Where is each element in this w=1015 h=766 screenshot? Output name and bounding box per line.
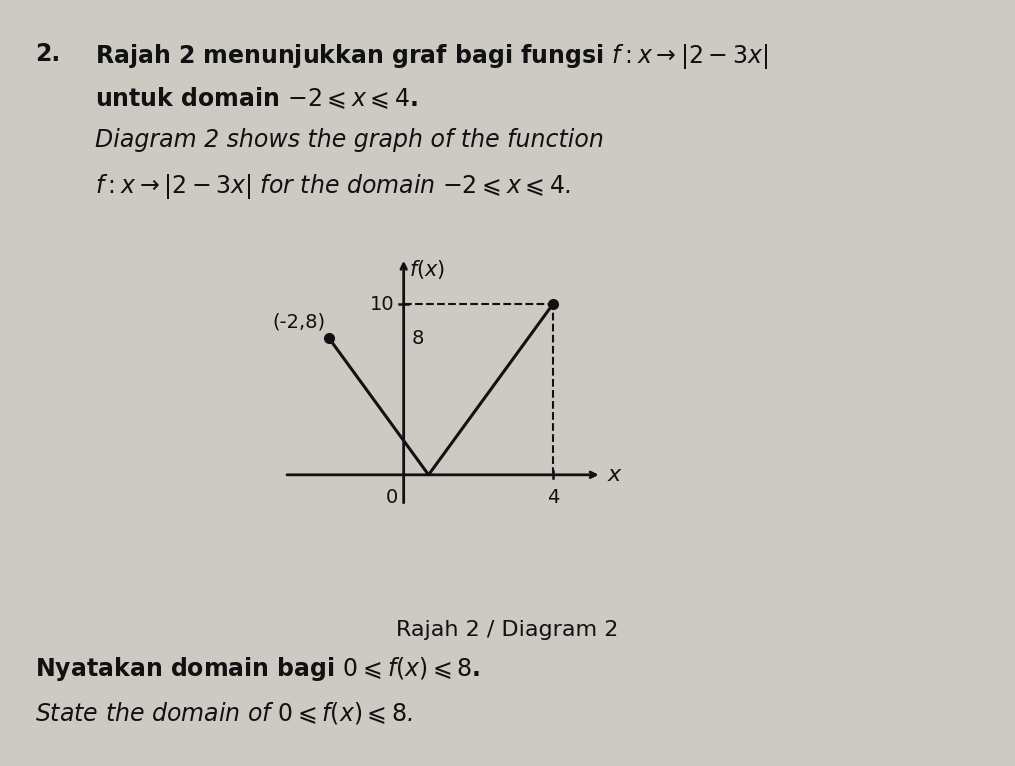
Text: untuk domain $-2 \leqslant x \leqslant 4$.: untuk domain $-2 \leqslant x \leqslant 4… (95, 85, 418, 111)
Text: $x$: $x$ (607, 465, 623, 485)
Text: 2.: 2. (35, 42, 60, 66)
Text: Rajah 2 / Diagram 2: Rajah 2 / Diagram 2 (396, 620, 618, 640)
Text: 0: 0 (386, 489, 398, 508)
Text: $f: x \rightarrow |2-3x|$ for the domain $-2 \leqslant x \leqslant 4$.: $f: x \rightarrow |2-3x|$ for the domain… (95, 172, 570, 201)
Text: Nyatakan domain bagi $0 \leqslant f(x) \leqslant 8$.: Nyatakan domain bagi $0 \leqslant f(x) \… (35, 655, 480, 683)
Text: State the domain of $0 \leqslant f(x) \leqslant 8$.: State the domain of $0 \leqslant f(x) \l… (35, 700, 413, 726)
Text: 10: 10 (369, 294, 395, 313)
Text: Diagram 2 shows the graph of the function: Diagram 2 shows the graph of the functio… (95, 128, 604, 152)
Text: 4: 4 (547, 489, 559, 508)
Text: Rajah 2 menunjukkan graf bagi fungsi $f: x \rightarrow |2-3x|$: Rajah 2 menunjukkan graf bagi fungsi $f:… (95, 42, 768, 71)
Text: (-2,8): (-2,8) (272, 313, 325, 332)
Text: $f(x)$: $f(x)$ (409, 258, 446, 281)
Text: 8: 8 (411, 329, 423, 348)
